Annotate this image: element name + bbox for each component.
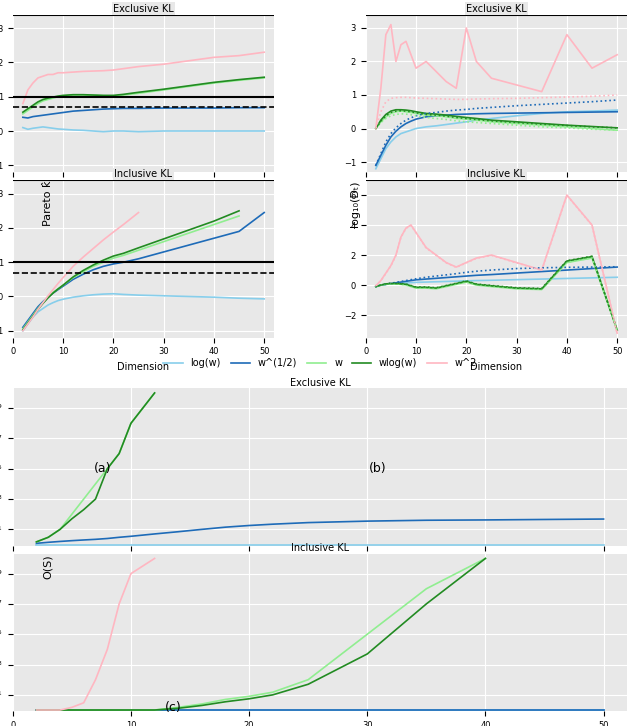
Legend: log(w), w^(1/2), w, wlog(w), w^2: log(w), w^(1/2), w, wlog(w), w^2 (159, 354, 481, 372)
X-axis label: Dimension: Dimension (470, 362, 522, 372)
Text: (a): (a) (93, 462, 111, 475)
Text: O(S): O(S) (43, 554, 53, 579)
Title: Inclusive KL: Inclusive KL (115, 169, 173, 179)
Text: (c): (c) (164, 701, 181, 714)
Text: Pareto k̂: Pareto k̂ (43, 181, 53, 226)
Title: Exclusive KL: Exclusive KL (113, 4, 174, 14)
Title: Inclusive KL: Inclusive KL (467, 169, 525, 179)
Title: Inclusive KL: Inclusive KL (291, 543, 349, 553)
X-axis label: Dimension: Dimension (118, 362, 170, 372)
Text: log₁₀(Dₜ): log₁₀(Dₜ) (350, 180, 360, 227)
Title: Exclusive KL: Exclusive KL (290, 378, 350, 388)
Title: Exclusive KL: Exclusive KL (466, 4, 527, 14)
Text: (b): (b) (369, 462, 387, 475)
